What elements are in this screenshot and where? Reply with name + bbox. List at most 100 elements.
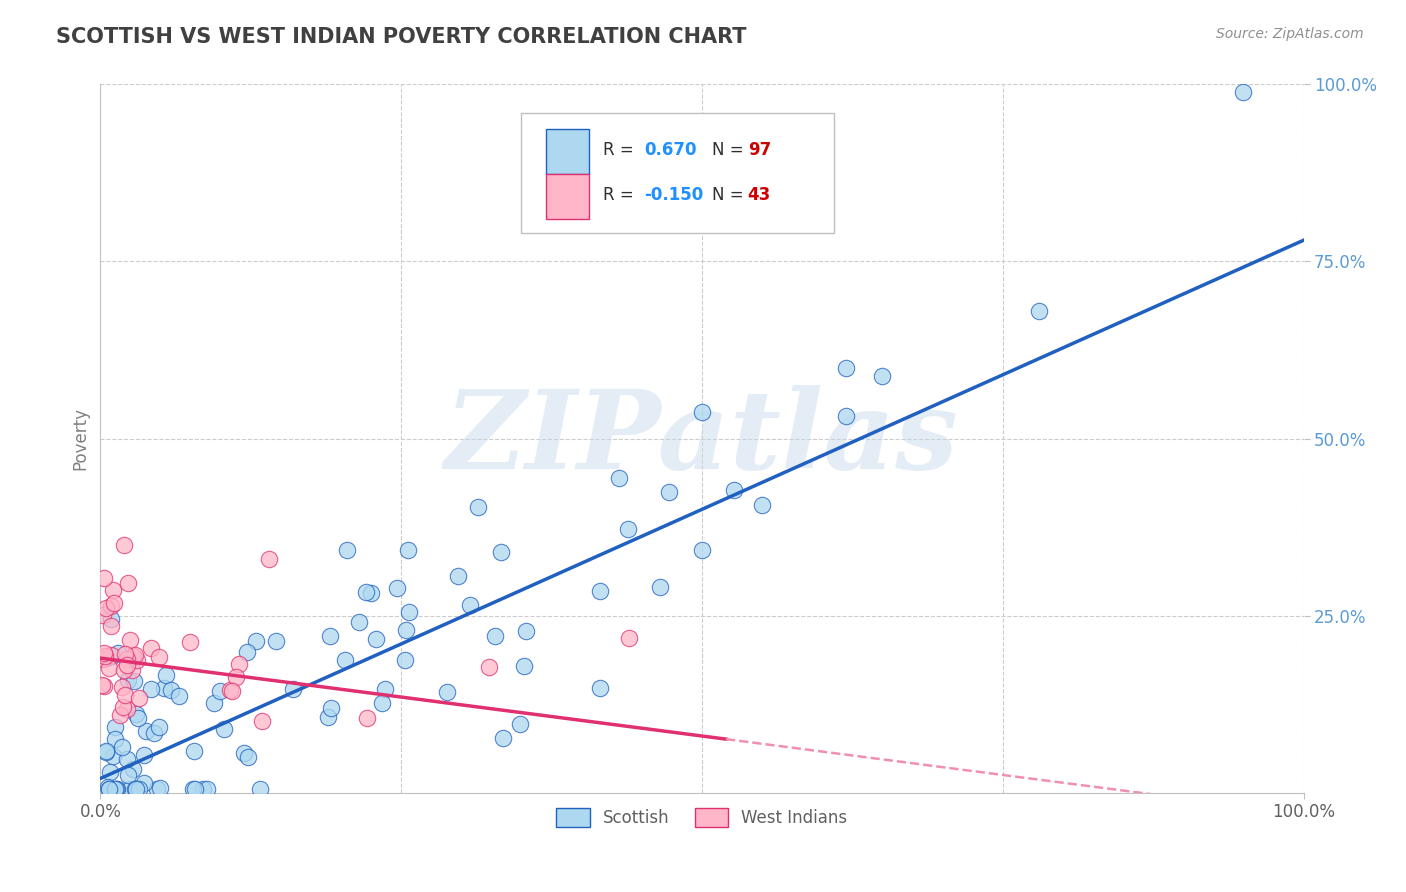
Point bbox=[128, 691, 150, 706]
Point bbox=[111, 680, 134, 694]
Point bbox=[127, 653, 149, 667]
Text: R =: R = bbox=[603, 186, 640, 204]
Point bbox=[115, 652, 138, 666]
Point bbox=[134, 776, 156, 790]
FancyBboxPatch shape bbox=[546, 129, 589, 174]
Point bbox=[96, 651, 118, 665]
Point bbox=[98, 661, 121, 675]
Point bbox=[1028, 304, 1050, 318]
Point bbox=[94, 600, 117, 615]
Point bbox=[319, 700, 342, 714]
Point bbox=[1232, 85, 1254, 99]
Point bbox=[101, 748, 124, 763]
Point bbox=[333, 652, 356, 666]
Point bbox=[374, 681, 396, 696]
Point bbox=[617, 631, 640, 645]
Point bbox=[94, 649, 117, 664]
Point bbox=[319, 629, 342, 643]
Point bbox=[233, 746, 256, 760]
Point bbox=[125, 782, 148, 797]
Point bbox=[436, 685, 458, 699]
Point bbox=[105, 782, 128, 797]
Point bbox=[97, 782, 120, 797]
Point bbox=[447, 569, 470, 583]
Point bbox=[354, 585, 377, 599]
Point bbox=[478, 659, 501, 673]
Point bbox=[658, 484, 681, 499]
Point bbox=[93, 571, 115, 585]
FancyBboxPatch shape bbox=[522, 112, 834, 233]
Point bbox=[141, 641, 163, 656]
Point bbox=[117, 658, 139, 673]
Point bbox=[617, 522, 640, 536]
Point bbox=[96, 745, 118, 759]
Point bbox=[690, 542, 713, 557]
Point bbox=[398, 605, 420, 619]
Point bbox=[103, 596, 125, 610]
Point bbox=[160, 682, 183, 697]
Point bbox=[193, 782, 215, 797]
Point bbox=[181, 782, 204, 797]
Point bbox=[458, 598, 481, 612]
Point bbox=[124, 673, 146, 688]
Point bbox=[872, 369, 894, 384]
Point bbox=[93, 647, 115, 661]
Point bbox=[111, 739, 134, 754]
Point bbox=[249, 782, 271, 797]
Point bbox=[146, 781, 169, 796]
Point bbox=[751, 498, 773, 512]
Point bbox=[153, 681, 176, 695]
Point bbox=[104, 720, 127, 734]
Point bbox=[112, 700, 135, 714]
Point bbox=[491, 545, 513, 559]
Point bbox=[149, 781, 172, 796]
Point bbox=[107, 647, 129, 661]
Point bbox=[97, 782, 120, 797]
Point bbox=[91, 607, 114, 622]
Point bbox=[114, 688, 136, 702]
Text: N =: N = bbox=[711, 141, 748, 160]
Point bbox=[395, 623, 418, 637]
Text: ZIPatlas: ZIPatlas bbox=[446, 384, 959, 492]
Point bbox=[121, 663, 143, 677]
Point bbox=[467, 500, 489, 515]
Point bbox=[100, 599, 122, 613]
Point bbox=[120, 782, 142, 797]
Point bbox=[219, 682, 242, 697]
Point bbox=[124, 648, 146, 663]
Point bbox=[835, 360, 858, 375]
Point bbox=[100, 648, 122, 663]
Point bbox=[692, 404, 714, 418]
Point bbox=[93, 679, 115, 693]
Point bbox=[492, 731, 515, 746]
Point bbox=[228, 657, 250, 671]
Point bbox=[97, 780, 120, 795]
Point bbox=[115, 702, 138, 716]
Point bbox=[121, 762, 143, 776]
Point bbox=[336, 543, 359, 558]
Point bbox=[364, 632, 387, 646]
Point bbox=[360, 585, 382, 599]
Text: Source: ZipAtlas.com: Source: ZipAtlas.com bbox=[1216, 27, 1364, 41]
Point bbox=[250, 714, 273, 729]
Point bbox=[202, 696, 225, 710]
Point bbox=[225, 670, 247, 684]
Point bbox=[105, 782, 128, 797]
Point bbox=[184, 782, 207, 797]
Point bbox=[125, 706, 148, 721]
Point bbox=[155, 667, 177, 681]
Point bbox=[347, 615, 370, 629]
Point bbox=[385, 581, 408, 595]
Point bbox=[148, 649, 170, 664]
Point bbox=[183, 744, 205, 758]
Point bbox=[257, 552, 280, 566]
Point bbox=[104, 782, 127, 797]
Y-axis label: Poverty: Poverty bbox=[72, 407, 89, 470]
Point bbox=[117, 673, 139, 688]
Point bbox=[100, 619, 122, 633]
Point bbox=[117, 576, 139, 591]
Point bbox=[91, 652, 114, 666]
Point bbox=[394, 653, 416, 667]
Point bbox=[118, 633, 141, 648]
Point bbox=[90, 677, 112, 691]
